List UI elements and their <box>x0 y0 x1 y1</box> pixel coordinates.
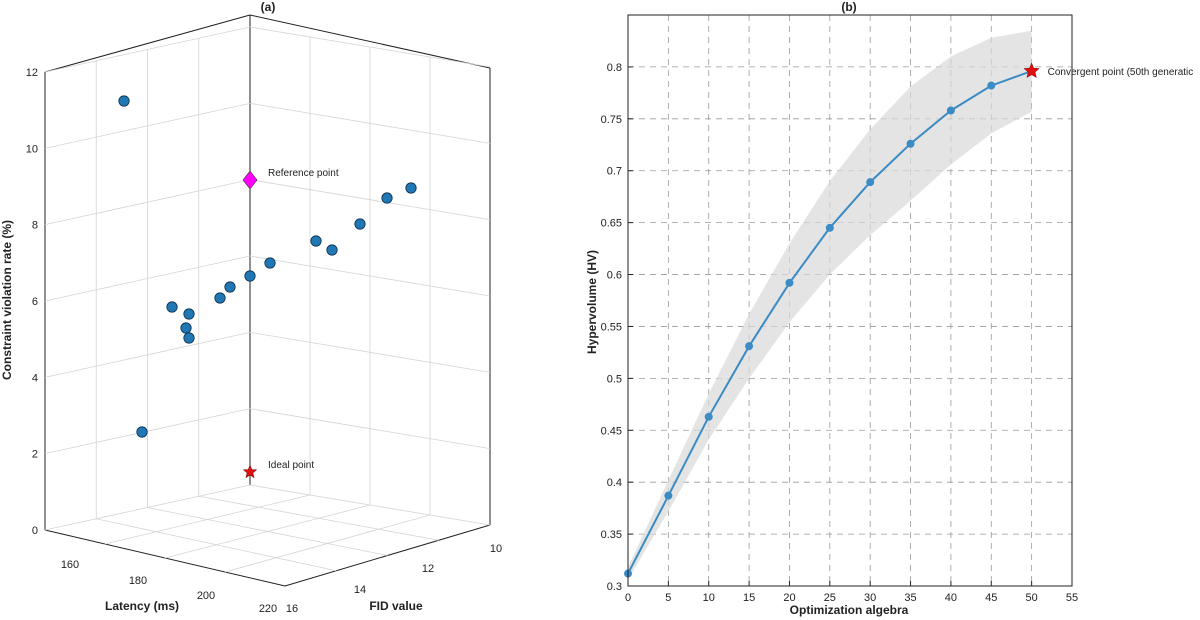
x-tick-label: 5 <box>665 592 671 604</box>
data-point <box>704 412 713 421</box>
convergent-point-star <box>1023 62 1040 79</box>
y-tick-label: 0.6 <box>607 270 622 282</box>
data-point <box>244 270 256 282</box>
panel-b: (b) 0 5 10 15 20 25 30 35 40 45 50 55 0.… <box>585 0 1193 617</box>
x-tick-label: 10 <box>703 592 715 604</box>
data-point <box>166 301 178 313</box>
data-point <box>664 491 673 500</box>
y-tick-label: 14 <box>354 584 366 596</box>
x-tick-label: 220 <box>259 603 277 615</box>
y-tick-label: 0.5 <box>607 373 622 385</box>
convergent-point-label: Convergent point (50th generatic <box>1048 67 1194 78</box>
data-point <box>354 218 366 230</box>
y-tick-label: 0.65 <box>601 218 622 230</box>
x-tick-label: 20 <box>783 592 795 604</box>
floor-back-edge <box>249 484 491 526</box>
y-tick-label: 0.45 <box>601 425 622 437</box>
x-tick-label: 25 <box>824 592 836 604</box>
y-tick-label: 16 <box>286 603 298 615</box>
panel-a-points <box>118 95 417 438</box>
x-tick-label: 35 <box>904 592 916 604</box>
confidence-band <box>628 30 1032 580</box>
z-tick-label: 4 <box>32 372 38 384</box>
y-tick-label: 10 <box>490 543 502 555</box>
data-point <box>381 192 393 204</box>
x-tick-label: 0 <box>625 592 631 604</box>
panel-b-x-ticks: 0 5 10 15 20 25 30 35 40 45 50 55 <box>625 592 1078 604</box>
z-tick-label: 0 <box>32 525 38 537</box>
data-point <box>180 322 192 334</box>
x-axis-label: Latency (ms) <box>105 599 179 613</box>
floor-back-edge <box>44 484 251 531</box>
box-edge-top-right <box>249 14 491 69</box>
panel-a-grid <box>44 26 491 573</box>
z-tick-label: 2 <box>32 449 38 461</box>
x-tick-label: 200 <box>197 590 215 602</box>
panel-b-frame <box>627 14 1073 587</box>
x-tick-label: 45 <box>985 592 997 604</box>
x-tick-label: 160 <box>61 559 79 571</box>
x-tick-label: 55 <box>1066 592 1078 604</box>
panel-a-z-ticks: 0 2 4 6 8 10 12 <box>26 67 38 537</box>
y-tick-label: 0.8 <box>607 62 622 74</box>
data-point <box>785 278 794 287</box>
z-axis-label: Constraint violation rate (%) <box>0 220 14 380</box>
data-point <box>136 426 148 438</box>
z-tick-label: 12 <box>26 67 38 79</box>
panel-b-title: (b) <box>841 0 856 14</box>
y-axis-label: FID value <box>369 599 423 613</box>
z-tick-label: 8 <box>32 220 38 232</box>
grid-line <box>224 514 431 573</box>
data-point <box>214 292 226 304</box>
y-tick-label: 0.75 <box>601 114 622 126</box>
z-tick-label: 10 <box>26 143 38 155</box>
panel-b-y-ticks: 0.3 0.35 0.4 0.45 0.5 0.55 0.6 0.65 0.7 … <box>601 62 622 593</box>
data-point <box>745 342 754 351</box>
grid-line <box>96 518 337 572</box>
data-point <box>405 182 417 194</box>
ideal-point-star <box>242 464 258 479</box>
panel-a-title: (a) <box>261 0 276 14</box>
data-point <box>310 235 322 247</box>
data-point <box>946 106 955 115</box>
data-point <box>825 223 834 232</box>
data-point <box>183 308 195 320</box>
x-tick-label: 50 <box>1026 592 1038 604</box>
data-point <box>224 281 236 293</box>
panel-a-box <box>44 14 491 587</box>
data-point <box>866 178 875 187</box>
data-point <box>118 95 130 107</box>
z-tick-label: 6 <box>32 296 38 308</box>
y-tick-label: 0.3 <box>607 581 622 593</box>
data-point <box>264 257 276 269</box>
x-tick-label: 180 <box>129 575 147 587</box>
reference-point-marker <box>242 170 258 190</box>
y-tick-label: 0.55 <box>601 321 622 333</box>
data-point <box>326 244 338 256</box>
data-point <box>183 332 195 344</box>
data-point <box>987 81 996 90</box>
x-tick-label: 40 <box>945 592 957 604</box>
grid-line <box>147 507 388 556</box>
ideal-point-label: Ideal point <box>268 460 314 471</box>
panel-a: (a) 0 2 4 6 8 10 12 160 180 200 220 10 <box>0 0 502 615</box>
y-tick-label: 0.7 <box>607 166 622 178</box>
x-tick-label: 30 <box>864 592 876 604</box>
box-edge-top-left <box>44 14 251 73</box>
data-point <box>906 139 915 148</box>
y-tick-label: 0.35 <box>601 529 622 541</box>
x-axis-label: Optimization algebra <box>790 603 909 617</box>
x-tick-label: 15 <box>743 592 755 604</box>
y-tick-label: 12 <box>422 563 434 575</box>
y-tick-label: 0.4 <box>607 477 622 489</box>
reference-point-label: Reference point <box>268 168 339 179</box>
y-axis-label: Hypervolume (HV) <box>585 250 599 354</box>
